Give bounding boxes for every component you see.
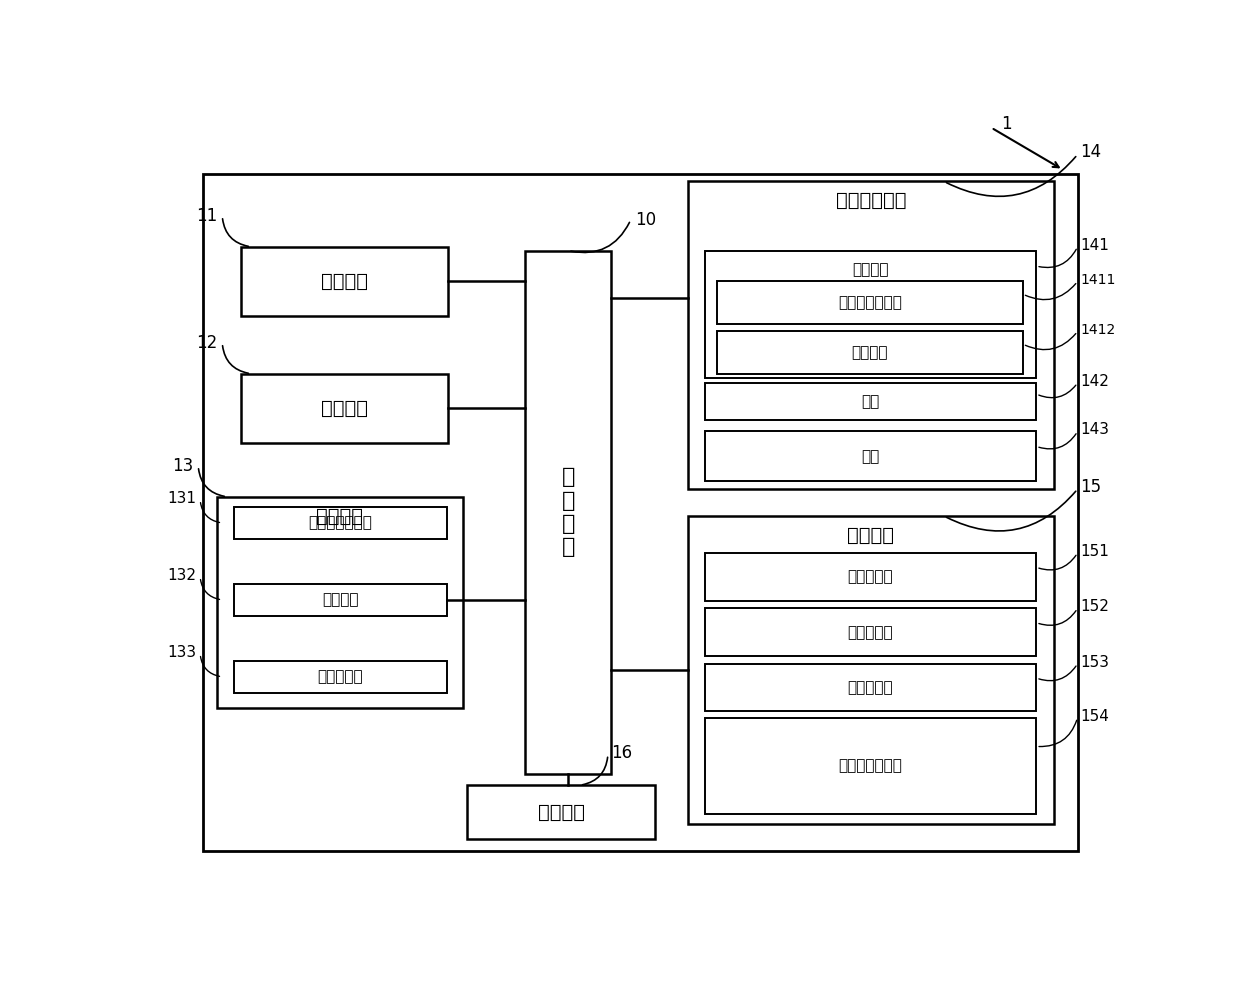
Text: 压板: 压板 xyxy=(862,394,879,409)
Text: 1412: 1412 xyxy=(1080,323,1116,337)
Bar xyxy=(704,553,1037,600)
Bar xyxy=(704,663,1037,711)
Text: 票据撕割单元: 票据撕割单元 xyxy=(836,191,906,210)
Text: 133: 133 xyxy=(167,644,196,659)
Text: 131: 131 xyxy=(167,491,196,505)
Text: 第三传感器: 第三传感器 xyxy=(848,680,893,695)
Text: 154: 154 xyxy=(1080,708,1110,723)
Text: 12: 12 xyxy=(196,334,217,352)
Text: 151: 151 xyxy=(1080,543,1110,558)
Text: 143: 143 xyxy=(1080,423,1110,438)
Text: 指示单元: 指示单元 xyxy=(537,802,584,822)
Text: 输送单元: 输送单元 xyxy=(316,506,363,525)
Text: 输送电机: 输送电机 xyxy=(322,592,358,607)
Bar xyxy=(704,383,1037,420)
Bar xyxy=(704,717,1037,814)
Text: 驱动部件: 驱动部件 xyxy=(852,263,889,278)
Text: 撕割定位传感器: 撕割定位传感器 xyxy=(838,758,903,773)
Text: 控
制
单
元: 控 制 单 元 xyxy=(562,468,575,557)
Bar xyxy=(688,182,1054,490)
Text: 132: 132 xyxy=(167,567,196,582)
Text: 13: 13 xyxy=(172,457,193,476)
Text: 输送辊组件: 输送辊组件 xyxy=(317,669,363,684)
Bar xyxy=(704,251,1037,378)
Text: 141: 141 xyxy=(1080,238,1110,253)
Bar xyxy=(242,374,448,443)
Text: 存储单元: 存储单元 xyxy=(321,399,368,418)
Text: 1411: 1411 xyxy=(1080,273,1116,287)
Bar xyxy=(242,247,448,316)
Bar xyxy=(234,660,448,693)
Text: 11: 11 xyxy=(196,207,217,225)
Bar xyxy=(688,516,1054,824)
Text: 通信单元: 通信单元 xyxy=(321,272,368,291)
Text: 压票电机驱动器: 压票电机驱动器 xyxy=(838,295,901,310)
Text: 刀具: 刀具 xyxy=(862,449,879,464)
Text: 第二传感器: 第二传感器 xyxy=(848,624,893,639)
Bar xyxy=(217,497,463,708)
Bar xyxy=(717,282,1023,324)
Bar xyxy=(467,785,655,839)
Text: 10: 10 xyxy=(635,211,657,229)
Text: 第一传感器: 第一传感器 xyxy=(848,569,893,584)
Bar xyxy=(203,174,1078,851)
Text: 检测单元: 检测单元 xyxy=(847,525,894,544)
Text: 142: 142 xyxy=(1080,374,1110,389)
Bar xyxy=(234,506,448,539)
Text: 15: 15 xyxy=(1080,478,1101,496)
Bar xyxy=(717,332,1023,374)
Bar xyxy=(234,583,448,616)
Bar xyxy=(704,608,1037,656)
Text: 1: 1 xyxy=(1001,115,1012,133)
Text: 14: 14 xyxy=(1080,143,1101,161)
Bar xyxy=(704,432,1037,482)
Text: 压票电机: 压票电机 xyxy=(852,345,888,360)
Text: 输送电机驱动器: 输送电机驱动器 xyxy=(309,515,372,530)
Text: 153: 153 xyxy=(1080,654,1110,669)
Text: 152: 152 xyxy=(1080,599,1110,614)
Bar xyxy=(525,251,611,773)
Text: 16: 16 xyxy=(611,744,632,762)
